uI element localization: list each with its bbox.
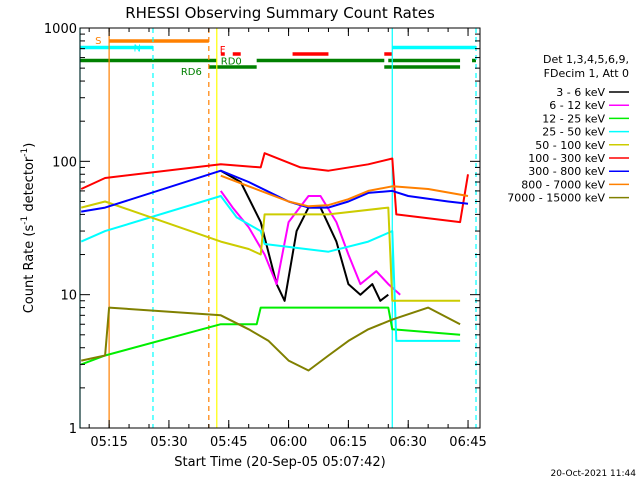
- y-tick-label-1: 10: [60, 289, 77, 304]
- legend-label-3: 25 - 50 keV: [542, 126, 605, 139]
- y-tick-label-3: 1000: [44, 22, 77, 37]
- x-tick-label-5: 06:30: [389, 435, 426, 450]
- x-tick-label-6: 06:45: [449, 435, 486, 450]
- series-line-6: [81, 169, 469, 213]
- x-tick-label-3: 06:00: [270, 435, 307, 450]
- legend-label-1: 6 - 12 keV: [549, 99, 605, 112]
- mode-vertical-lines: [79, 28, 477, 428]
- x-tick-label-0: 05:15: [90, 435, 127, 450]
- legend-label-2: 12 - 25 keV: [542, 112, 605, 125]
- series-line-5: [80, 152, 469, 224]
- legend-label-8: 7000 - 15000 keV: [507, 192, 605, 205]
- series-line-1: [219, 190, 401, 296]
- flag-label-f: F: [220, 45, 226, 56]
- plot-frame: [79, 27, 481, 429]
- series-line-2: [80, 306, 461, 366]
- y-tick-label-2: 100: [52, 155, 77, 170]
- legend-label-4: 50 - 100 keV: [535, 139, 605, 152]
- flag-label-n: N: [134, 44, 141, 55]
- x-tick-label-1: 05:30: [150, 435, 187, 450]
- y-tick-label-0: 1: [69, 422, 77, 437]
- series-line-8: [80, 306, 461, 372]
- series-line-4: [80, 200, 461, 302]
- series-line-3: [80, 195, 461, 342]
- x-tick-label-4: 06:15: [330, 435, 367, 450]
- legend-label-7: 800 - 7000 keV: [521, 178, 605, 191]
- legend-header-1: FDecim 1, Att 0: [544, 67, 629, 80]
- legend-label-5: 100 - 300 keV: [528, 152, 605, 165]
- legend: Det 1,3,4,5,6,9,FDecim 1, Att 0 3 - 6 keV…: [507, 53, 629, 205]
- x-axis-label: Start Time (20-Sep-05 05:07:42): [174, 455, 385, 470]
- y-axis-label: Count Rate (s-1 detector-1): [20, 143, 37, 314]
- flag-label-rd0: RD0: [221, 57, 242, 68]
- series-lines: [80, 152, 469, 372]
- legend-label-0: 3 - 6 keV: [556, 86, 605, 99]
- generation-timestamp: 20-Oct-2021 11:44: [551, 469, 637, 479]
- axis-ticks: 05:15 05:30 05:45 06:00 06:15 06:30 06:45 1 10 10…: [44, 22, 487, 450]
- series-line-7: [220, 174, 469, 208]
- x-tick-label-2: 05:45: [210, 435, 247, 450]
- legend-header-0: Det 1,3,4,5,6,9,: [543, 53, 629, 66]
- legend-label-6: 300 - 800 keV: [528, 165, 605, 178]
- flag-label-rd6: RD6: [181, 67, 202, 78]
- chart-title: RHESSI Observing Summary Count Rates: [125, 4, 435, 22]
- flag-label-s: S: [95, 36, 101, 47]
